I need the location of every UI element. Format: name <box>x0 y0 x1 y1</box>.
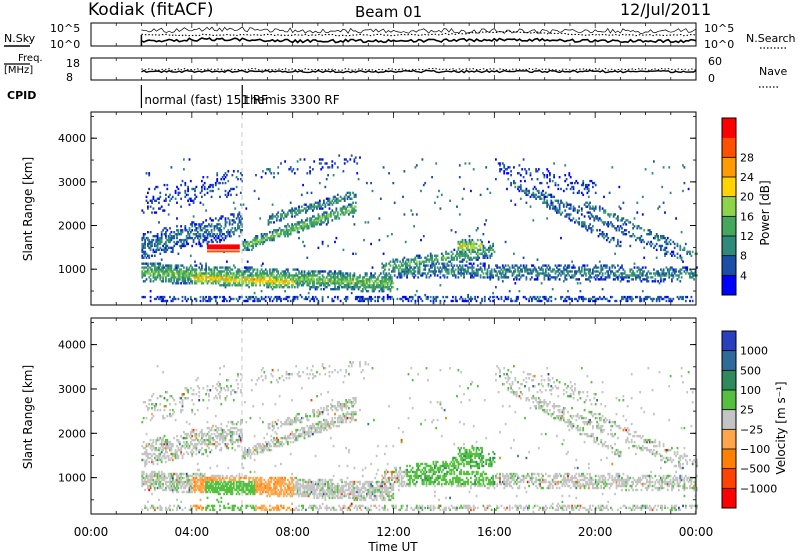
range-tick-label: 3000 <box>58 383 86 396</box>
colorbar-tick-label: −500 <box>740 463 770 476</box>
noise-right-label: N.Search <box>746 32 796 45</box>
beam-title: Beam 01 <box>355 3 422 21</box>
time-tick-label: 00:00 <box>679 525 714 539</box>
colorbar-tick-label: 20 <box>740 191 754 204</box>
freq-left-tick-bottom: 8 <box>66 71 73 84</box>
colorbar-swatch <box>722 236 736 256</box>
power-colorbar-label: Power [dB] <box>758 180 772 245</box>
velocity-cells <box>141 361 698 514</box>
nave-right-label: Nave <box>759 65 787 78</box>
time-tick-label: 00:00 <box>74 525 109 539</box>
range-tick-label: 3000 <box>58 176 86 189</box>
n-sky-trace <box>141 37 697 44</box>
colorbar-tick-label: 1000 <box>740 345 768 358</box>
colorbar-swatch <box>722 118 736 138</box>
velocity-panel: 1000 2000 3000 4000 Slant Range [km] <box>21 317 698 515</box>
time-axis-label: Time UT <box>367 540 418 554</box>
colorbar-tick-label: 16 <box>740 210 754 223</box>
time-tick-label: 16:00 <box>477 525 512 539</box>
colorbar-tick-label: 12 <box>740 230 754 243</box>
time-tick-label: 04:00 <box>175 525 210 539</box>
colorbar-swatch <box>722 331 736 351</box>
freq-left-unit: [MHz] <box>4 65 33 76</box>
n-sky-spikes <box>141 26 697 34</box>
nave-trace <box>141 67 697 72</box>
range-tick-label: 4000 <box>58 132 86 145</box>
colorbar-tick-label: 8 <box>740 250 747 263</box>
colorbar-swatch <box>722 177 736 197</box>
colorbar-tick-label: −1000 <box>740 482 777 495</box>
velocity-ylabel: Slant Range [km] <box>21 365 35 469</box>
noise-left-tick-bottom: 10^0 <box>50 38 80 51</box>
colorbar-swatch <box>722 196 736 217</box>
range-tick-label: 1000 <box>58 472 86 485</box>
n-search-trace <box>141 30 697 37</box>
date-title: 12/Jul/2011 <box>620 0 711 19</box>
colorbar-swatch <box>722 409 736 430</box>
cpid-segment-text: normal (fast) 151 RF <box>144 93 268 107</box>
cpid-segment-text: themis 3300 RF <box>245 93 339 107</box>
freq-left-tick-top: 18 <box>66 57 80 70</box>
colorbar-swatch <box>722 157 736 178</box>
colorbar-swatch <box>722 137 736 158</box>
colorbar-swatch <box>722 216 736 237</box>
colorbar-tick-label: 24 <box>740 171 754 184</box>
time-axis: 00:00 04:00 08:00 12:00 16:00 20:00 00:00 <box>74 23 714 539</box>
colorbar-tick-label: 28 <box>740 151 754 164</box>
colorbar-tick-label: −25 <box>740 423 763 436</box>
velocity-colorbar: −1000 −500 −100 −25 25 100 500 1000 Velocity [m… <box>721 330 788 509</box>
power-panel: 1000 2000 3000 4000 Slant Range [km] <box>21 111 698 306</box>
range-tick-label: 1000 <box>58 263 86 276</box>
colorbar-swatch <box>722 429 736 450</box>
time-tick-label: 12:00 <box>376 525 411 539</box>
colorbar-tick-label: 100 <box>740 384 761 397</box>
colorbar-swatch <box>722 488 736 509</box>
noise-traces <box>140 26 697 46</box>
noise-right-tick-top: 10^5 <box>704 22 734 35</box>
colorbar-swatch <box>722 275 736 296</box>
colorbar-swatch <box>722 468 736 489</box>
noise-right-tick-bottom: 10^0 <box>704 38 734 51</box>
colorbar-swatch <box>722 255 736 276</box>
colorbar-tick-label: 500 <box>740 364 761 377</box>
nave-right-tick-top: 60 <box>708 55 722 68</box>
colorbar-swatch <box>722 350 736 371</box>
range-tick-label: 2000 <box>58 427 86 440</box>
time-tick-label: 20:00 <box>578 525 613 539</box>
cpid-label: CPID <box>7 89 36 102</box>
time-tick-label: 08:00 <box>275 525 310 539</box>
nave-right-tick-bottom: 0 <box>708 72 715 85</box>
freq-left-label: Freq. <box>18 53 43 64</box>
colorbar-swatch <box>722 449 736 469</box>
colorbar-swatch <box>722 370 736 391</box>
freq-traces <box>141 67 697 74</box>
velocity-colorbar-label: Velocity [m s⁻¹] <box>774 381 788 474</box>
power-colorbar: 4 8 12 16 20 24 28 Power [dB] <box>721 117 772 296</box>
power-ylabel: Slant Range [km] <box>21 157 35 261</box>
freq-trace <box>141 69 697 74</box>
range-tick-label: 2000 <box>58 220 86 233</box>
colorbar-tick-label: 25 <box>740 404 754 417</box>
range-tick-label: 4000 <box>58 339 86 352</box>
power-cells <box>141 154 698 305</box>
noise-left-tick-top: 10^5 <box>50 22 80 35</box>
colorbar-tick-label: 4 <box>740 269 747 282</box>
noise-left-label: N.Sky <box>4 32 36 45</box>
colorbar-tick-label: −100 <box>740 443 770 456</box>
station-title: Kodiak (fitACF) <box>88 0 214 20</box>
colorbar-swatch <box>722 390 736 410</box>
